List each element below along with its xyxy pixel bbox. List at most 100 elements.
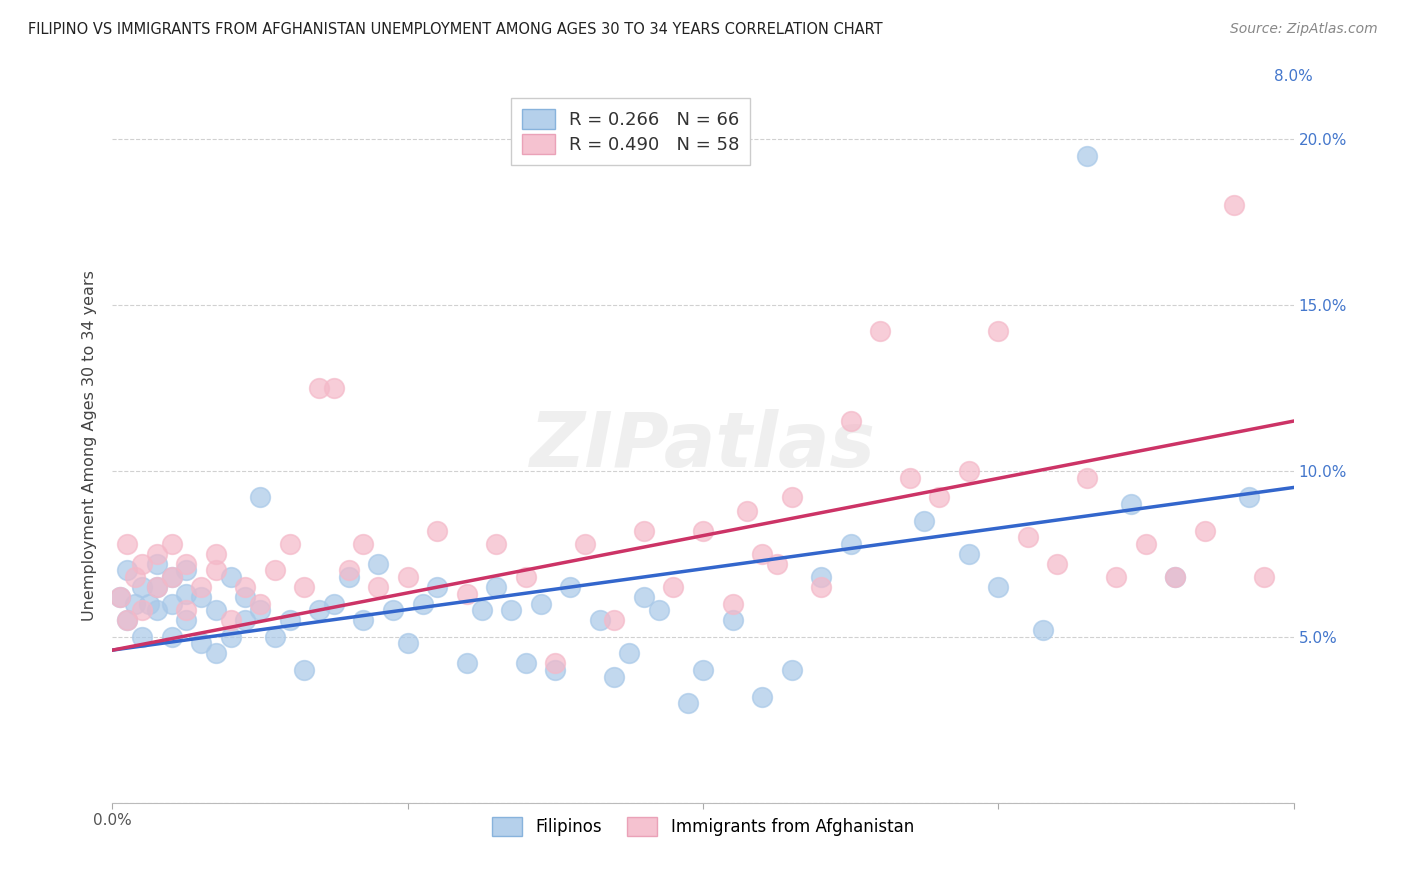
Point	[160, 597, 183, 611]
Point	[574, 537, 596, 551]
Point	[146, 547, 169, 561]
Point	[160, 570, 183, 584]
Point	[692, 524, 714, 538]
Point	[308, 381, 330, 395]
Point	[869, 325, 891, 339]
Point	[292, 663, 315, 677]
Point	[205, 547, 228, 561]
Point	[124, 597, 146, 611]
Point	[190, 590, 212, 604]
Point	[588, 613, 610, 627]
Point	[160, 537, 183, 551]
Point	[1076, 148, 1098, 162]
Point	[987, 580, 1010, 594]
Point	[396, 636, 419, 650]
Point	[219, 613, 242, 627]
Point	[544, 657, 567, 671]
Point	[108, 590, 131, 604]
Point	[278, 537, 301, 551]
Point	[751, 547, 773, 561]
Point	[367, 557, 389, 571]
Point	[412, 597, 434, 611]
Point	[382, 603, 405, 617]
Point	[367, 580, 389, 594]
Point	[205, 647, 228, 661]
Point	[839, 414, 862, 428]
Point	[1017, 530, 1039, 544]
Point	[205, 564, 228, 578]
Point	[456, 587, 478, 601]
Point	[426, 580, 449, 594]
Point	[839, 537, 862, 551]
Point	[544, 663, 567, 677]
Point	[233, 613, 256, 627]
Point	[190, 580, 212, 594]
Point	[352, 537, 374, 551]
Point	[337, 564, 360, 578]
Point	[662, 580, 685, 594]
Point	[146, 603, 169, 617]
Point	[647, 603, 671, 617]
Point	[323, 381, 346, 395]
Point	[560, 580, 582, 594]
Point	[737, 504, 759, 518]
Point	[174, 564, 197, 578]
Point	[278, 613, 301, 627]
Y-axis label: Unemployment Among Ages 30 to 34 years: Unemployment Among Ages 30 to 34 years	[82, 270, 97, 622]
Point	[174, 603, 197, 617]
Point	[471, 603, 494, 617]
Point	[146, 557, 169, 571]
Point	[174, 557, 197, 571]
Text: ZIPatlas: ZIPatlas	[530, 409, 876, 483]
Point	[898, 470, 921, 484]
Point	[146, 580, 169, 594]
Point	[426, 524, 449, 538]
Point	[810, 570, 832, 584]
Point	[957, 547, 980, 561]
Legend: Filipinos, Immigrants from Afghanistan: Filipinos, Immigrants from Afghanistan	[484, 809, 922, 845]
Point	[721, 613, 744, 627]
Point	[721, 597, 744, 611]
Point	[1076, 470, 1098, 484]
Point	[619, 647, 641, 661]
Point	[485, 537, 508, 551]
Point	[1046, 557, 1069, 571]
Point	[337, 570, 360, 584]
Point	[219, 570, 242, 584]
Text: Source: ZipAtlas.com: Source: ZipAtlas.com	[1230, 22, 1378, 37]
Point	[249, 603, 271, 617]
Point	[160, 630, 183, 644]
Point	[174, 613, 197, 627]
Point	[190, 636, 212, 650]
Point	[1164, 570, 1187, 584]
Point	[1194, 524, 1216, 538]
Point	[352, 613, 374, 627]
Point	[1164, 570, 1187, 584]
Point	[780, 663, 803, 677]
Point	[515, 570, 537, 584]
Point	[174, 587, 197, 601]
Point	[914, 514, 936, 528]
Point	[249, 597, 271, 611]
Point	[678, 696, 700, 710]
Point	[264, 564, 287, 578]
Point	[396, 570, 419, 584]
Point	[117, 613, 138, 627]
Point	[117, 537, 138, 551]
Point	[810, 580, 832, 594]
Point	[131, 630, 153, 644]
Point	[233, 580, 256, 594]
Point	[264, 630, 287, 644]
Point	[233, 590, 256, 604]
Point	[603, 613, 626, 627]
Point	[765, 557, 787, 571]
Point	[323, 597, 346, 611]
Point	[308, 603, 330, 617]
Point	[131, 580, 153, 594]
Point	[1239, 491, 1261, 505]
Point	[1135, 537, 1157, 551]
Point	[633, 524, 655, 538]
Point	[1032, 624, 1054, 638]
Text: FILIPINO VS IMMIGRANTS FROM AFGHANISTAN UNEMPLOYMENT AMONG AGES 30 TO 34 YEARS C: FILIPINO VS IMMIGRANTS FROM AFGHANISTAN …	[28, 22, 883, 37]
Point	[124, 570, 146, 584]
